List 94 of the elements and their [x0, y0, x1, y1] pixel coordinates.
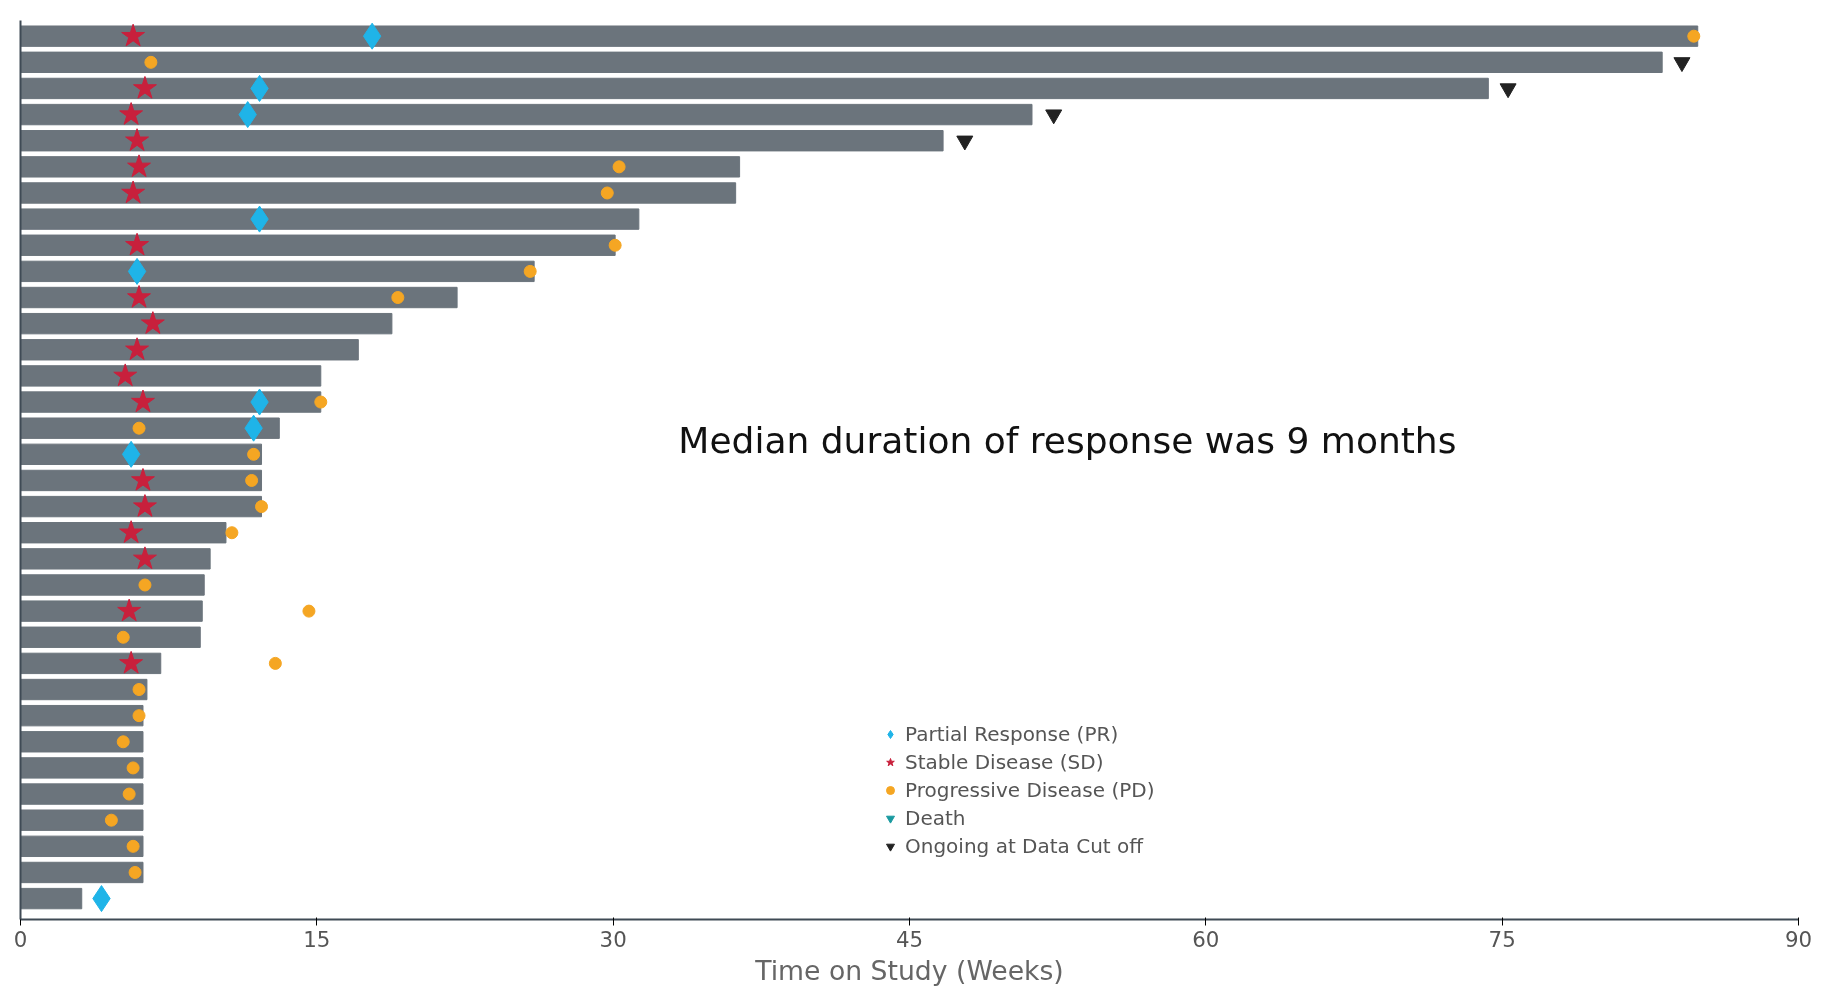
bar — [20, 495, 263, 518]
point — [255, 500, 269, 514]
point — [117, 598, 142, 622]
point — [133, 75, 157, 99]
x-tick-label: 30 — [599, 926, 627, 952]
bar — [20, 887, 83, 910]
point — [600, 186, 614, 200]
point — [132, 421, 146, 435]
point — [132, 683, 146, 697]
bar — [20, 861, 144, 884]
point — [116, 735, 130, 749]
point — [133, 546, 157, 570]
x-axis-title: Time on Study (Weeks) — [754, 954, 1064, 986]
point — [128, 865, 142, 879]
point — [131, 389, 155, 413]
point — [122, 787, 136, 801]
point — [362, 22, 382, 50]
point — [612, 160, 626, 174]
legend-label: Progressive Disease (PD) — [905, 778, 1155, 802]
bar — [20, 182, 737, 204]
bar — [20, 626, 201, 648]
point — [391, 291, 405, 305]
point — [121, 180, 146, 204]
legend-label: Partial Response (PR) — [905, 722, 1119, 746]
bar — [20, 704, 144, 727]
bar — [20, 234, 616, 256]
bar — [20, 130, 944, 152]
point — [119, 102, 144, 125]
bar — [20, 260, 535, 283]
point — [121, 440, 141, 468]
point — [116, 630, 130, 644]
point — [127, 257, 147, 285]
point — [225, 526, 239, 540]
point — [268, 656, 282, 670]
point — [131, 467, 155, 491]
legend-label: Stable Disease (SD) — [905, 750, 1104, 774]
point — [119, 650, 144, 674]
x-tick-label: 15 — [303, 926, 331, 952]
x-tick-label: 90 — [1784, 926, 1813, 952]
bar — [20, 25, 1699, 47]
bar — [20, 757, 144, 779]
point — [1687, 29, 1701, 43]
point — [127, 154, 151, 178]
bar — [20, 339, 359, 361]
point — [125, 128, 149, 151]
bar — [20, 678, 148, 701]
point — [523, 264, 537, 278]
point — [140, 311, 165, 334]
bar — [20, 809, 144, 831]
bar — [20, 417, 280, 439]
point — [119, 520, 144, 543]
bar — [20, 443, 263, 466]
bar — [20, 469, 263, 492]
bar — [20, 365, 322, 387]
point — [144, 55, 158, 69]
bar — [20, 574, 205, 596]
point — [133, 494, 157, 517]
point — [125, 232, 149, 256]
point — [121, 23, 146, 47]
point — [247, 447, 261, 461]
bar — [20, 312, 393, 335]
point — [608, 238, 622, 252]
point — [132, 709, 146, 723]
bar — [20, 835, 144, 858]
x-tick-label: 0 — [13, 926, 28, 952]
point — [314, 395, 328, 409]
bar — [20, 286, 458, 309]
bar — [20, 600, 203, 622]
bar — [20, 156, 741, 178]
bar — [20, 652, 162, 675]
bar — [20, 548, 211, 570]
point — [126, 761, 140, 775]
bar — [20, 103, 1033, 126]
bar — [20, 731, 144, 753]
point — [127, 285, 151, 308]
point — [302, 604, 316, 618]
legend-label: Ongoing at Data Cut off — [905, 834, 1144, 858]
legend-label: Death — [905, 806, 966, 830]
x-tick-label: 75 — [1488, 926, 1516, 952]
x-tick-label: 60 — [1192, 926, 1220, 952]
bar — [20, 391, 322, 413]
point — [245, 473, 259, 487]
annotation: Median duration of response was 9 months — [678, 419, 1457, 461]
point — [113, 363, 138, 387]
point — [125, 337, 149, 360]
point — [138, 578, 152, 592]
bar — [20, 51, 1663, 74]
point — [126, 839, 140, 853]
bar — [20, 77, 1489, 100]
bar — [20, 783, 144, 805]
x-tick-label: 45 — [895, 926, 924, 952]
bar — [20, 522, 227, 544]
bar — [20, 208, 640, 230]
point — [104, 813, 118, 827]
